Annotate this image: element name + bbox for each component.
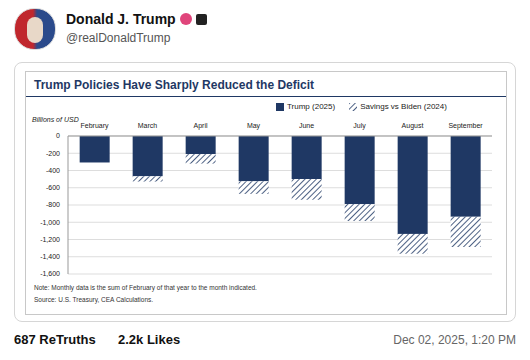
html-text:2.2k Likes: 2.2k Likes <box>118 332 181 347</box>
html-text:Trump (2025): Trump (2025) <box>287 102 336 111</box>
html-text:Note: Monthly data is the sum: Note: Monthly data is the sum of Februar… <box>34 284 257 291</box>
svg-text:June: June <box>299 122 314 129</box>
svg-text:-400: -400 <box>46 167 60 174</box>
html-text:Dec 02, 2025, 1:20 PM: Dec 02, 2025, 1:20 PM <box>393 333 516 347</box>
svg-text:-1,600: -1,600 <box>40 270 60 277</box>
html-text:@realDonaldTrump: @realDonaldTrump <box>66 31 171 45</box>
svg-text:-200: -200 <box>46 150 60 157</box>
svg-text:-800: -800 <box>46 201 60 208</box>
svg-text:March: March <box>138 122 158 129</box>
svg-text:April: April <box>193 122 207 130</box>
svg-text:-1,200: -1,200 <box>40 236 60 243</box>
html-text:687 ReTruths: 687 ReTruths <box>14 332 96 347</box>
svg-text:August: August <box>402 122 424 130</box>
html-text:Savings vs Biden (2024): Savings vs Biden (2024) <box>360 102 447 111</box>
svg-text:July: July <box>353 122 366 130</box>
svg-text:-1,400: -1,400 <box>40 253 60 260</box>
html-text:Billions of USD: Billions of USD <box>32 116 79 123</box>
svg-text:May: May <box>247 122 261 130</box>
html-text:Donald J. Trump: Donald J. Trump <box>66 11 176 27</box>
svg-text:-1,000: -1,000 <box>40 219 60 226</box>
svg-text:0: 0 <box>56 132 60 139</box>
html-text:Source: U.S. Treasury, CEA Cal: Source: U.S. Treasury, CEA Calculations. <box>34 296 154 303</box>
html-text:Trump Policies Have Sharply Re: Trump Policies Have Sharply Reduced the … <box>34 78 315 92</box>
svg-text:-600: -600 <box>46 184 60 191</box>
svg-text:February: February <box>80 122 109 130</box>
svg-text:September: September <box>448 122 483 130</box>
